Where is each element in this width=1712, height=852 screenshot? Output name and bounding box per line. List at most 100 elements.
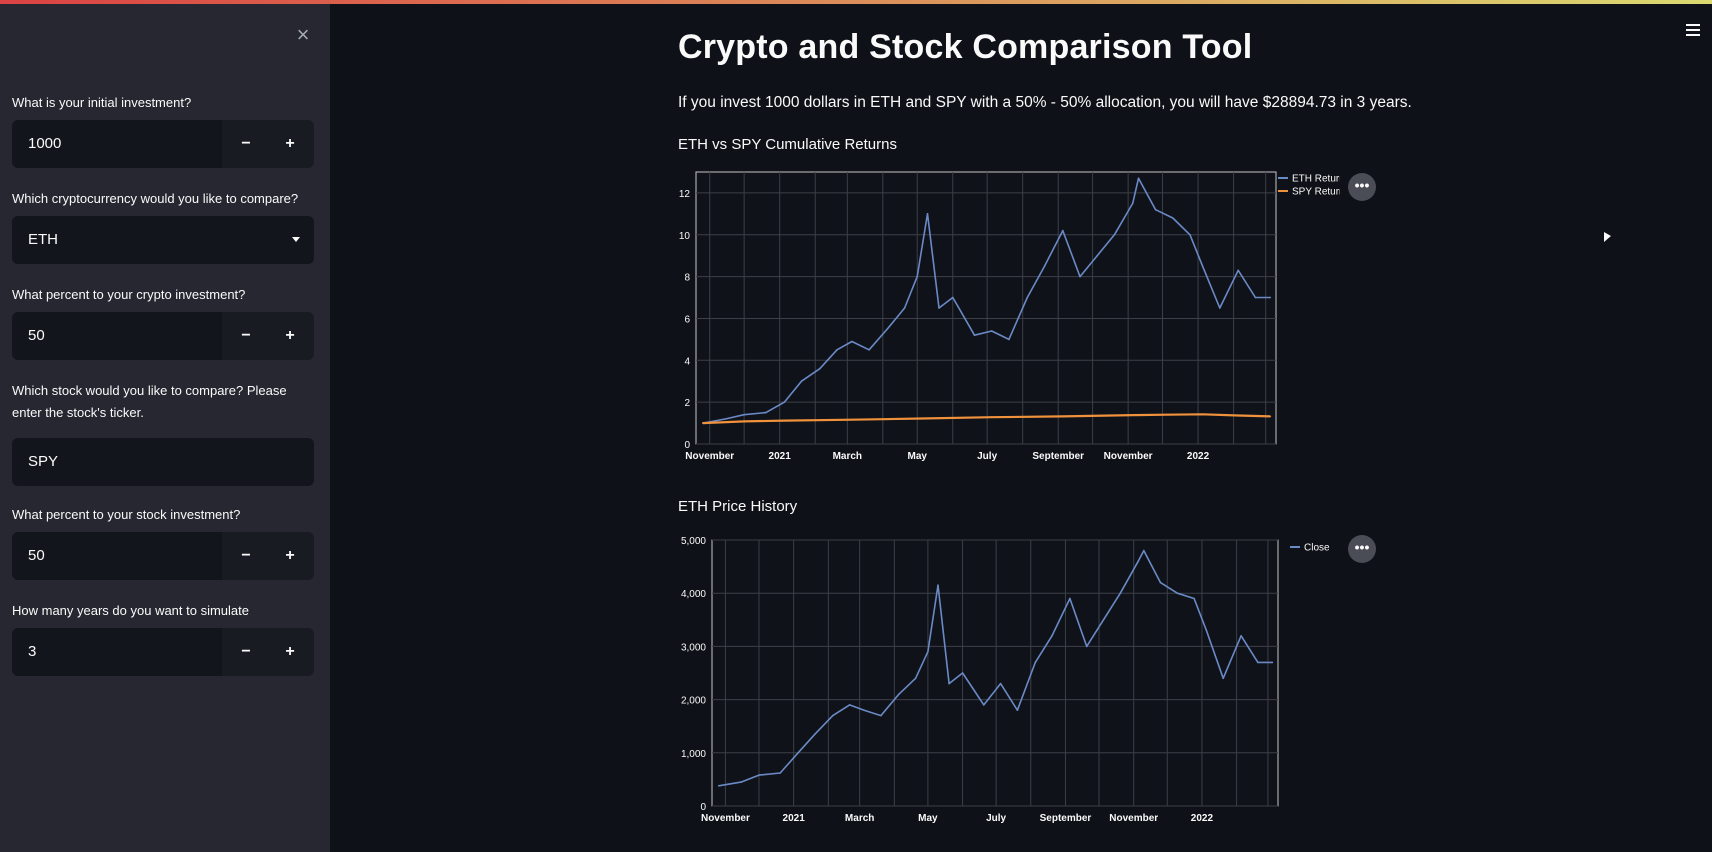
series-line	[702, 413, 1271, 425]
data-point	[1189, 234, 1191, 236]
data-point	[1219, 307, 1221, 309]
returns-chart: 0 2 4 6 8 10 12 November 2021 March May July Septemb…	[660, 162, 1340, 462]
initial-investment-decrement-button[interactable]: −	[241, 135, 251, 152]
data-point	[783, 401, 786, 403]
chevron-down-icon[interactable]	[292, 237, 300, 242]
data-point	[868, 349, 870, 351]
data-point	[1201, 265, 1204, 267]
initial-investment-increment-button[interactable]: +	[285, 135, 295, 152]
data-point	[938, 307, 940, 309]
data-point	[1193, 597, 1195, 600]
x-tick-label: May	[918, 813, 938, 824]
y-tick-label: 8	[684, 273, 690, 284]
data-point	[1237, 414, 1239, 417]
data-point	[836, 349, 838, 351]
crypto-select-value[interactable]: ETH	[28, 231, 58, 248]
hamburger-menu-icon[interactable]	[1686, 24, 1700, 36]
initial-investment-value[interactable]: 1000	[28, 135, 62, 152]
data-point	[1269, 296, 1272, 299]
data-point	[999, 682, 1002, 685]
x-tick-label: July	[986, 813, 1006, 824]
stock-percent-input[interactable]: 50 − +	[12, 532, 314, 580]
data-point	[1222, 677, 1224, 680]
stock-percent-decrement-button[interactable]: −	[241, 547, 251, 564]
returns-chart-menu-button[interactable]: •••	[1348, 173, 1376, 201]
y-tick-label: 0	[684, 440, 690, 451]
data-point	[819, 367, 821, 370]
crypto-percent-decrement-button[interactable]: −	[241, 327, 251, 344]
data-point	[765, 411, 767, 414]
data-point	[1143, 549, 1145, 552]
y-tick-label: 2	[684, 398, 690, 409]
data-point	[916, 275, 918, 278]
data-point	[1026, 296, 1029, 299]
data-point	[886, 328, 889, 330]
x-tick-label: November	[701, 813, 750, 824]
crypto-select-label: Which cryptocurrency would you like to c…	[12, 191, 299, 206]
crypto-select[interactable]: ETH	[12, 216, 314, 264]
data-point	[1034, 661, 1037, 664]
stock-percent-increment-button[interactable]: +	[285, 547, 295, 564]
stock-percent-value[interactable]: 50	[28, 547, 45, 564]
data-point	[921, 417, 923, 420]
data-point	[848, 704, 851, 706]
stock-ticker-input[interactable]: SPY	[12, 438, 314, 486]
data-point	[903, 307, 906, 309]
data-point	[1172, 217, 1174, 219]
y-tick-label: 0	[700, 802, 706, 813]
data-point	[725, 418, 727, 420]
y-tick-label: 1,000	[681, 749, 706, 760]
data-point	[948, 682, 950, 685]
x-tick-label: November	[1104, 451, 1153, 462]
data-point	[702, 422, 704, 424]
data-point	[1008, 338, 1010, 341]
data-point	[1062, 229, 1064, 232]
data-point	[1254, 296, 1257, 299]
data-point	[783, 419, 786, 422]
data-point	[1113, 234, 1116, 236]
years-input[interactable]: 3 − +	[12, 628, 314, 676]
data-point	[1257, 661, 1259, 664]
initial-investment-input[interactable]: 1000 − +	[12, 120, 314, 168]
data-point	[973, 334, 976, 336]
data-point	[1137, 177, 1140, 180]
data-point	[1237, 269, 1239, 272]
data-point	[851, 418, 853, 421]
years-value[interactable]: 3	[28, 643, 37, 660]
years-increment-button[interactable]: +	[285, 643, 295, 660]
plot-area	[711, 539, 1279, 807]
mouse-cursor-icon	[1604, 231, 1611, 247]
data-point	[926, 213, 929, 215]
chart-svg: 0 2 4 6 8 10 12 November 2021 March May July Septemb…	[679, 171, 1340, 462]
legend-label[interactable]: Close	[1304, 543, 1330, 554]
crypto-percent-input[interactable]: 50 − +	[12, 312, 314, 360]
data-point	[1119, 592, 1122, 594]
page-title: Crypto and Stock Comparison Tool	[678, 28, 1253, 66]
data-point	[1016, 709, 1019, 711]
data-point	[743, 413, 745, 416]
data-point	[1154, 208, 1157, 211]
years-decrement-button[interactable]: −	[241, 643, 251, 660]
close-sidebar-icon[interactable]: ×	[296, 22, 310, 47]
x-tick-label: November	[1109, 813, 1158, 824]
data-point	[1205, 629, 1208, 632]
data-point	[952, 296, 954, 299]
data-point	[1271, 661, 1274, 664]
legend-label[interactable]: ETH Returns	[1292, 174, 1340, 185]
x-tick-label: July	[977, 451, 997, 462]
price-chart-menu-button[interactable]: •••	[1348, 535, 1376, 563]
data-point	[937, 584, 939, 586]
crypto-percent-increment-button[interactable]: +	[285, 327, 295, 344]
data-point	[1051, 635, 1053, 637]
stock-ticker-value[interactable]: SPY	[28, 453, 59, 470]
data-point	[800, 380, 803, 382]
data-point	[990, 330, 993, 332]
legend-label[interactable]: SPY Returns	[1292, 187, 1340, 198]
x-tick-label: 2022	[1191, 813, 1214, 824]
data-point	[1131, 202, 1134, 205]
y-tick-label: 6	[684, 314, 690, 325]
data-point	[1131, 414, 1134, 416]
crypto-percent-value[interactable]: 50	[28, 327, 45, 344]
data-point	[990, 416, 993, 418]
data-point	[743, 420, 745, 423]
